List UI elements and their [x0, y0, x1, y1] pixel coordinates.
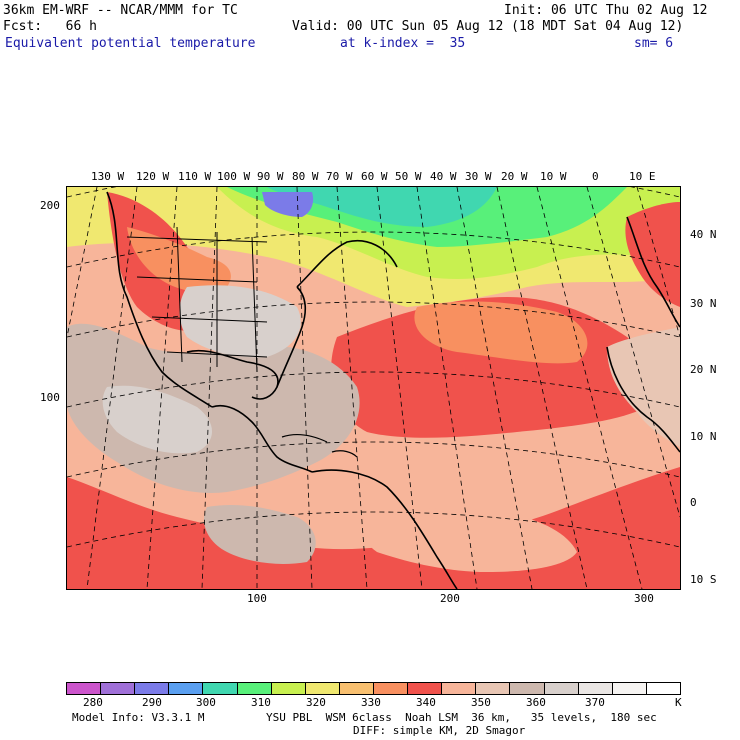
coast-iberia — [626, 216, 680, 328]
colorbar-swatch — [510, 683, 545, 694]
lat-label: 10 N — [690, 430, 717, 443]
colorbar-swatch — [646, 683, 680, 694]
grid-y-tick: 100 — [40, 391, 60, 404]
smoothing-label: sm= 6 — [634, 36, 674, 51]
colorbar-label: 310 — [251, 696, 271, 709]
coast-florida-east — [276, 286, 307, 388]
colorbar-swatch — [373, 683, 409, 694]
graticule — [67, 187, 680, 589]
colorbar-swatch — [237, 683, 272, 694]
lon-label: 130 W — [91, 170, 125, 183]
colorbar-swatch — [135, 683, 170, 694]
lat-label: 10 S — [690, 573, 717, 586]
coastlines — [106, 191, 680, 589]
grid-x-tick: 200 — [440, 592, 460, 605]
colorbar-swatch — [203, 683, 238, 694]
colorbar-label: 280 — [83, 696, 103, 709]
lon-label: 0 — [592, 170, 599, 183]
lon-label: 100 W — [217, 170, 251, 183]
field-name: Equivalent potential temperature — [5, 36, 256, 51]
forecast-hour: Fcst: 66 h — [3, 19, 97, 34]
colorbar-units: K — [675, 696, 682, 709]
colorbar-label: 360 — [526, 696, 546, 709]
grid-x-tick: 300 — [634, 592, 654, 605]
field-305 — [267, 187, 497, 227]
valid-time: Valid: 00 UTC Sun 05 Aug 12 (18 MDT Sat … — [292, 19, 684, 34]
colorbar-swatch — [578, 683, 613, 694]
lon-label: 10 W — [540, 170, 567, 183]
coast-us-west — [106, 191, 213, 408]
colorbar-swatch — [271, 683, 306, 694]
grid-y-tick: 200 — [40, 199, 60, 212]
colorbar-swatch — [612, 683, 647, 694]
colorbar-label: 300 — [196, 696, 216, 709]
lon-label: 120 W — [136, 170, 170, 183]
field-360-south — [203, 505, 316, 564]
lat-label: 0 — [690, 496, 697, 509]
lon-label: 10 E — [629, 170, 656, 183]
lat-label: 30 N — [690, 297, 717, 310]
lon-label: 70 W — [326, 170, 353, 183]
model-info: Model Info: V3.3.1 M — [72, 711, 205, 724]
field-335-west — [127, 227, 231, 293]
field-europe — [625, 202, 680, 307]
init-time: Init: 06 UTC Thu 02 Aug 12 — [504, 3, 708, 18]
colorbar-swatch — [339, 683, 374, 694]
grid-x-tick: 100 — [247, 592, 267, 605]
colorbar-label: 290 — [142, 696, 162, 709]
colorbar-label: 340 — [416, 696, 436, 709]
colorbar-swatch — [476, 683, 511, 694]
colorbar — [66, 682, 681, 695]
theta-e-field — [67, 187, 680, 589]
coast-africa — [606, 346, 680, 453]
colorbar-label: 320 — [306, 696, 326, 709]
coast-northeast — [296, 240, 398, 288]
lon-label: 110 W — [178, 170, 212, 183]
field-365-b — [102, 385, 212, 454]
colorbar-label: 350 — [471, 696, 491, 709]
state-borders — [126, 226, 268, 373]
level-label: at k-index = 35 — [340, 36, 466, 51]
lon-label: 40 W — [430, 170, 457, 183]
lon-label: 90 W — [257, 170, 284, 183]
coast-south-america — [311, 469, 458, 589]
colorbar-swatch — [169, 683, 204, 694]
physics-info: YSU PBL WSM 6class Noah LSM 36 km, 35 le… — [266, 711, 657, 724]
map-panel — [66, 186, 681, 590]
colorbar-swatch — [101, 683, 136, 694]
field-290 — [262, 192, 314, 217]
colorbar-swatch — [305, 683, 340, 694]
caribbean-islands — [281, 433, 358, 458]
colorbar-label: 330 — [361, 696, 381, 709]
diffusion-info: DIFF: simple KM, 2D Smagor — [353, 724, 526, 737]
colorbar-swatch — [442, 683, 477, 694]
coast-central-america — [211, 404, 313, 473]
lon-label: 80 W — [292, 170, 319, 183]
field-335-atlantic — [414, 301, 588, 364]
lon-label: 30 W — [465, 170, 492, 183]
lon-label: 20 W — [501, 170, 528, 183]
colorbar-swatch — [544, 683, 579, 694]
colorbar-label: 370 — [585, 696, 605, 709]
lon-label: 50 W — [395, 170, 422, 183]
lat-label: 20 N — [690, 363, 717, 376]
colorbar-swatch — [408, 683, 443, 694]
lon-label: 60 W — [361, 170, 388, 183]
lat-label: 40 N — [690, 228, 717, 241]
model-title: 36km EM-WRF -- NCAR/MMM for TC — [3, 3, 238, 18]
colorbar-swatch — [67, 683, 102, 694]
